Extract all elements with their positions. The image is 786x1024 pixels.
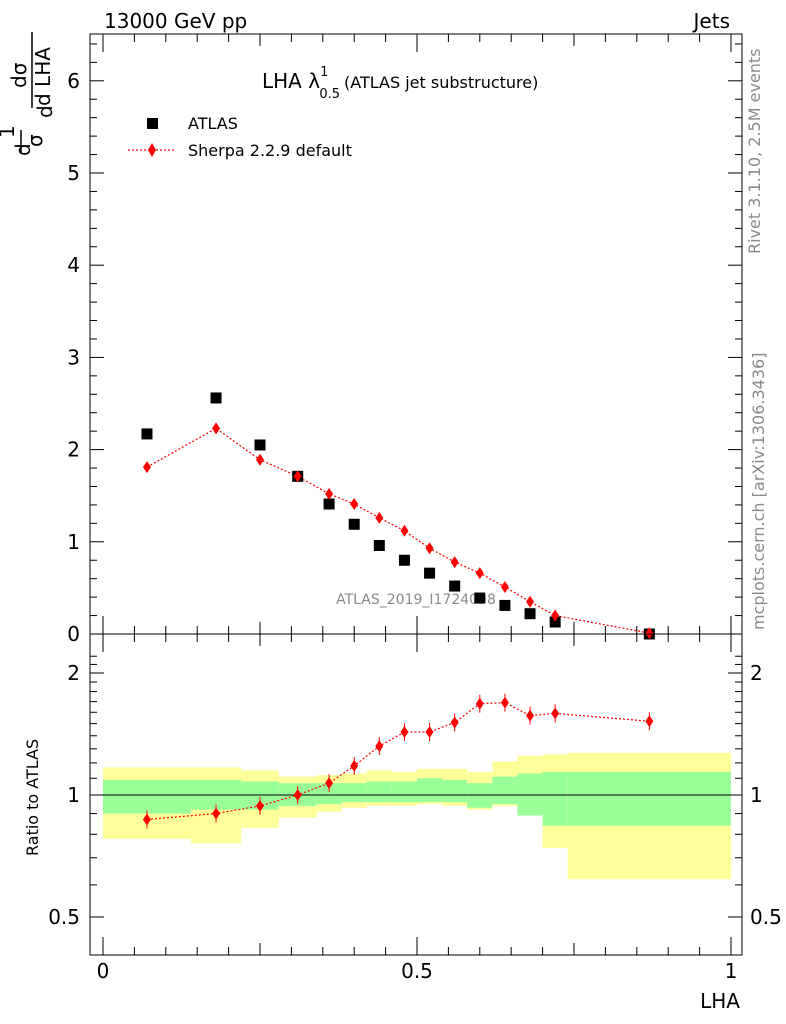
ratio-ytick-label-right: 2 (750, 661, 763, 685)
mc-point-8 (425, 542, 434, 555)
legend-mc-marker (148, 143, 156, 157)
ratio-point-4 (325, 777, 334, 790)
mc-point-9 (450, 556, 459, 569)
rivet-label: Rivet 3.1.10, 2.5M events (745, 48, 764, 254)
ratio-point-9 (450, 716, 459, 729)
ratio-ytick-label: 2 (67, 661, 80, 685)
header-left: 13000 GeV pp (104, 9, 247, 33)
atlas-point-12 (524, 608, 536, 620)
ratio-point-8 (425, 726, 434, 739)
ratio-ylabel: Ratio to ATLAS (23, 739, 42, 856)
ratio-point-0 (142, 813, 151, 826)
ratio-ytick-label: 1 (67, 783, 80, 807)
xtick-label: 1 (725, 959, 738, 983)
header-right: Jets (692, 9, 730, 33)
atlas-point-11 (499, 599, 511, 611)
mc-point-5 (350, 497, 359, 510)
atlas-point-0 (141, 428, 153, 440)
legend: ATLAS Sherpa 2.2.9 default (128, 114, 352, 160)
mcplots-label: mcplots.cern.ch [arXiv:1306.3436] (749, 353, 768, 630)
mc-point-12 (526, 595, 535, 608)
ylabel-d1: d (11, 143, 35, 156)
ylabel-d2: d (33, 105, 57, 118)
ratio-bands (103, 752, 731, 880)
main-ytick-label: 3 (67, 345, 80, 369)
mc-point-0 (142, 461, 151, 474)
atlas-point-1 (210, 392, 222, 404)
ratio-point-6 (375, 740, 384, 753)
ylabel-sigma: σ (23, 134, 47, 147)
mc-point-11 (500, 580, 509, 593)
ratio-point-10 (475, 697, 484, 710)
mc-point-1 (212, 422, 221, 435)
atlas-point-5 (348, 518, 360, 530)
main-ytick-label: 0 (67, 622, 80, 646)
ratio-point-3 (293, 789, 302, 801)
xlabel: LHA (700, 989, 740, 1013)
band-inner-11 (492, 776, 518, 805)
mc-point-7 (400, 524, 409, 537)
atlas-point-10 (474, 592, 486, 604)
band-inner-0 (103, 779, 191, 814)
xtick-label: 0 (97, 959, 110, 983)
atlas-point-4 (323, 498, 335, 510)
mc-point-3 (293, 470, 302, 483)
ratio-ytick-label-right: 0.5 (750, 905, 782, 929)
ratio-ytick-label: 0.5 (48, 905, 80, 929)
mc-point-6 (375, 511, 384, 524)
axes: 0 1 2 3 4 5 6 0 0.5 1 0.5 0.5 1 1 2 2 (48, 33, 782, 983)
ylabel-dlha: d LHA (31, 47, 55, 106)
ratio-point-13 (551, 707, 560, 720)
mc-point-14 (645, 627, 654, 640)
band-inner-6 (366, 781, 392, 803)
ratio-point-1 (212, 807, 221, 820)
title-main: LHA λ (262, 69, 320, 93)
ratio-point-12 (526, 709, 535, 722)
title-sup: 1 (320, 65, 328, 80)
mc-point-13 (551, 609, 560, 622)
main-ytick-label: 1 (67, 530, 80, 554)
ylabel-one: 1 (0, 125, 19, 138)
band-inner-14 (567, 771, 731, 826)
atlas-point-13 (549, 616, 561, 628)
band-inner-13 (542, 771, 568, 826)
atlas-point-7 (398, 554, 410, 566)
atlas-point-6 (373, 539, 385, 551)
ylabel-dsigma: dσ (7, 62, 31, 88)
ratio-point-5 (350, 759, 359, 772)
main-ytick-label: 2 (67, 438, 80, 462)
ratio-point-11 (500, 696, 509, 709)
ratio-point-14 (645, 715, 654, 728)
mc-point-10 (475, 567, 484, 580)
band-inner-4 (316, 783, 342, 805)
band-inner-8 (417, 778, 443, 803)
band-inner-7 (391, 781, 417, 803)
ratio-ytick-label-right: 1 (750, 783, 763, 807)
legend-atlas-label: ATLAS (188, 114, 238, 133)
atlas-point-8 (424, 567, 436, 579)
band-inner-12 (517, 773, 543, 816)
analysis-watermark: ATLAS_2019_I1724098 (336, 592, 496, 608)
ratio-point-2 (256, 799, 264, 812)
mc-point-2 (256, 453, 264, 466)
atlas-point-2 (254, 439, 266, 451)
title-suffix: (ATLAS jet substructure) (344, 73, 538, 92)
mc-line (146, 427, 650, 634)
band-inner-9 (442, 779, 468, 803)
legend-mc-label: Sherpa 2.2.9 default (188, 141, 352, 160)
main-ytick-label: 4 (67, 253, 80, 277)
band-inner-5 (341, 783, 367, 803)
xtick-label: 0.5 (401, 959, 433, 983)
main-ytick-label: 5 (67, 161, 80, 185)
main-ylabel: d 1 σ d dσ d LHA (0, 32, 57, 156)
main-ytick-label: 6 (67, 69, 80, 93)
legend-atlas-marker (147, 118, 158, 129)
main-title: LHA λ1 0.5 (ATLAS jet substructure) (262, 65, 538, 102)
ratio-marks (142, 693, 654, 829)
title-sub: 0.5 (319, 87, 340, 102)
ratio-point-7 (400, 726, 409, 739)
mc-point-4 (325, 487, 334, 500)
atlas-point-9 (449, 580, 461, 592)
